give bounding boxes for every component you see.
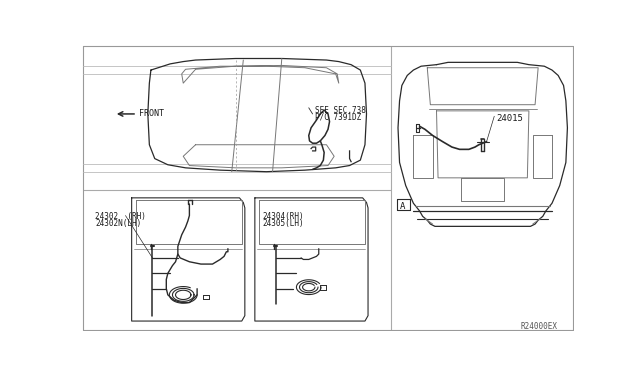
Text: 24015: 24015 [497, 114, 524, 123]
Text: 24305(LH): 24305(LH) [262, 219, 304, 228]
Text: A: A [399, 202, 405, 211]
Text: 24304(RH): 24304(RH) [262, 212, 304, 221]
Text: FRONT: FRONT [140, 109, 164, 118]
Text: 24302N(LH): 24302N(LH) [95, 219, 141, 228]
Text: P/C 7391DZ: P/C 7391DZ [315, 112, 361, 121]
Text: R24000EX: R24000EX [520, 322, 557, 331]
Text: 24302  (RH): 24302 (RH) [95, 212, 147, 221]
Text: SEE SEC.738: SEE SEC.738 [315, 106, 366, 115]
